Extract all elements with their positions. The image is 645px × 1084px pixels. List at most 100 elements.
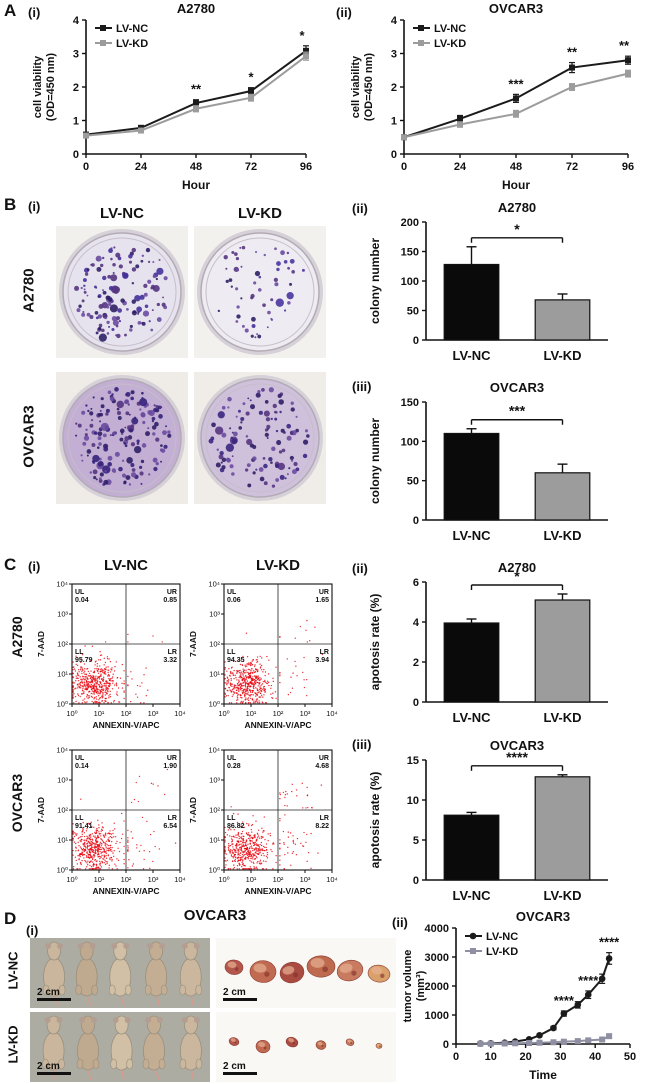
svg-text:0: 0 (401, 161, 407, 173)
colony-header-lvkd: LV-KD (238, 205, 282, 222)
apoptosis-bar-chart-ovcar3: 0 5 10 15 OVCAR3 apotosis rate (%) LV-NC LV-KD *… (368, 738, 608, 903)
svg-text:72: 72 (245, 161, 257, 173)
svg-text:10³: 10³ (57, 776, 68, 785)
colony-dish-a2780-lvkd (194, 226, 326, 358)
svg-text:OVCAR3: OVCAR3 (516, 909, 570, 924)
svg-text:10⁰: 10⁰ (218, 709, 229, 718)
svg-text:10³: 10³ (209, 610, 220, 619)
flow-header-lvnc: LV-NC (104, 557, 148, 574)
svg-text:86.82: 86.82 (227, 823, 245, 830)
svg-text:100: 100 (401, 276, 419, 288)
svg-text:3.32: 3.32 (163, 657, 177, 664)
panel-b-label: B (4, 195, 17, 214)
colony-header-lvnc: LV-NC (100, 205, 144, 222)
viability-chart-a2780: 0 1 2 3 4 0 24 48 72 96 A2780 Hour cell viability (OD… (32, 1, 312, 192)
svg-text:0: 0 (83, 161, 89, 173)
svg-text:LV-NC: LV-NC (452, 528, 491, 543)
svg-text:Time: Time (529, 1068, 557, 1082)
svg-text:A2780: A2780 (177, 1, 215, 16)
svg-text:LV-NC: LV-NC (452, 348, 491, 363)
svg-text:10²: 10² (273, 875, 284, 884)
panel-a-i-label: (i) (28, 5, 41, 20)
svg-text:(mm³): (mm³) (415, 970, 427, 1001)
svg-text:10⁴: 10⁴ (326, 709, 338, 718)
svg-text:LR: LR (168, 649, 177, 656)
panel-b-iii-label: (iii) (352, 379, 372, 394)
svg-text:10⁰: 10⁰ (209, 866, 220, 875)
svg-text:10¹: 10¹ (209, 670, 220, 679)
apoptosis-bar-chart-a2780: 0 2 4 6 A2780 apotosis rate (%) LV-NC LV-KD * (368, 560, 608, 725)
svg-text:A2780: A2780 (498, 560, 536, 575)
panel-c-i-label: (i) (28, 559, 41, 574)
svg-text:ANNEXIN-V/APC: ANNEXIN-V/APC (244, 886, 311, 896)
svg-text:LV-NC: LV-NC (452, 710, 491, 725)
svg-text:10⁴: 10⁴ (174, 875, 186, 884)
svg-text:Hour: Hour (502, 178, 530, 192)
svg-text:UR: UR (319, 589, 329, 596)
svg-text:10¹: 10¹ (94, 709, 105, 718)
svg-text:0.06: 0.06 (227, 597, 241, 604)
svg-text:4000: 4000 (425, 923, 449, 935)
panel-d-ii-label: (ii) (392, 915, 408, 930)
svg-text:cell viability: cell viability (32, 55, 44, 118)
svg-text:4.68: 4.68 (315, 763, 329, 770)
svg-text:2 cm: 2 cm (37, 1061, 60, 1072)
svg-text:LV-NC: LV-NC (434, 23, 466, 35)
svg-text:91.41: 91.41 (75, 823, 93, 830)
svg-text:LV-KD: LV-KD (486, 946, 518, 958)
svg-text:10¹: 10¹ (246, 709, 257, 718)
svg-text:10¹: 10¹ (57, 836, 68, 845)
svg-text:****: **** (578, 973, 599, 988)
tumor-photo-lvkd: 2 cm (216, 1012, 396, 1082)
svg-text:10: 10 (407, 795, 419, 807)
svg-text:2: 2 (413, 657, 419, 669)
svg-text:LV-NC: LV-NC (452, 888, 491, 903)
svg-text:**: ** (191, 82, 202, 97)
svg-text:apotosis rate (%): apotosis rate (%) (368, 772, 382, 869)
svg-text:LR: LR (320, 815, 329, 822)
svg-text:4: 4 (391, 15, 398, 27)
svg-text:24: 24 (454, 161, 467, 173)
svg-text:0.04: 0.04 (75, 597, 89, 604)
svg-text:72: 72 (566, 161, 578, 173)
svg-text:*: * (514, 568, 520, 584)
svg-text:48: 48 (510, 161, 522, 173)
tumor-photo-lvnc: 2 cm (216, 938, 396, 1008)
svg-text:95.79: 95.79 (75, 657, 93, 664)
svg-text:UL: UL (227, 589, 237, 596)
svg-text:(OD=450 nm): (OD=450 nm) (45, 53, 57, 121)
svg-text:10⁴: 10⁴ (56, 746, 68, 755)
svg-text:10⁴: 10⁴ (208, 580, 220, 589)
viability-chart-ovcar3: 0 1 2 3 4 0 24 48 72 96 OVCAR3 Hour cell viability (O… (350, 1, 634, 192)
panel-a-ii-label: (ii) (336, 5, 352, 20)
svg-text:LV-KD: LV-KD (543, 348, 581, 363)
svg-text:6.54: 6.54 (163, 823, 177, 830)
svg-text:LV-NC: LV-NC (486, 931, 518, 943)
svg-text:colony number: colony number (368, 238, 382, 324)
svg-text:***: *** (509, 403, 526, 419)
svg-text:0: 0 (413, 697, 419, 709)
svg-text:10¹: 10¹ (94, 875, 105, 884)
svg-text:****: **** (506, 749, 528, 765)
svg-text:10⁰: 10⁰ (66, 875, 77, 884)
flow-row-label-a2780: A2780 (9, 616, 25, 658)
svg-text:0: 0 (453, 1051, 459, 1063)
svg-text:24: 24 (135, 161, 148, 173)
svg-text:10³: 10³ (300, 875, 311, 884)
svg-text:2: 2 (73, 82, 79, 94)
svg-text:LV-KD: LV-KD (543, 710, 581, 725)
svg-text:4: 4 (73, 15, 80, 27)
svg-text:*: * (248, 70, 254, 85)
svg-text:LV-KD: LV-KD (116, 38, 148, 50)
svg-text:1: 1 (73, 116, 79, 128)
svg-text:0: 0 (443, 1039, 449, 1051)
svg-text:3: 3 (391, 49, 397, 61)
svg-text:15: 15 (407, 755, 419, 767)
colony-row-label-ovcar3: OVCAR3 (20, 405, 38, 468)
svg-text:10²: 10² (121, 709, 132, 718)
svg-text:10²: 10² (121, 875, 132, 884)
